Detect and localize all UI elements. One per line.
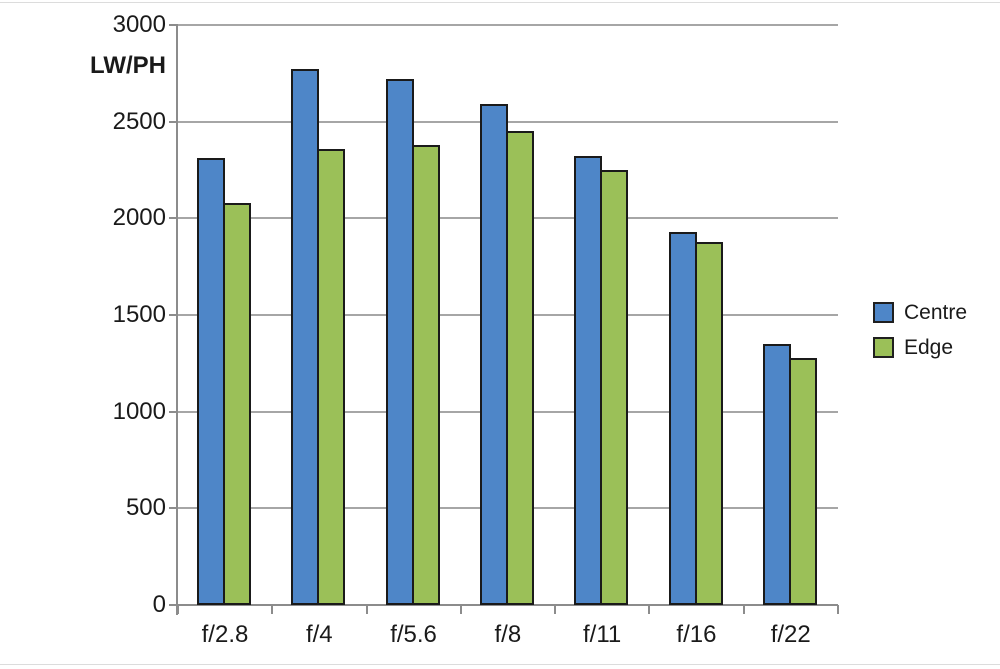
x-tick-label-f28: f/2.8 [201,621,249,648]
y-tick-label-500: 500 [125,494,166,522]
bar-centre-f28 [197,158,226,605]
bar-edge-f4 [317,148,346,605]
y-tick-label-0: 0 [152,591,166,618]
y-tick-label-1500: 1500 [112,301,166,328]
y-tick-2500 [169,120,178,123]
legend-label-edge: Edge [904,336,954,359]
y-tick-1500 [169,314,178,316]
bar-centre-f22 [762,344,791,605]
x-tick-4 [554,605,557,614]
x-tick-label-f4: f/4 [305,621,333,648]
legend-item-centre: Centre [873,302,967,323]
page-bottom-divider [0,664,1000,665]
legend: Centre Edge [873,302,967,372]
x-tick-7 [837,605,839,614]
gridline-y-0 [178,604,838,606]
x-tick-label-f11: f/11 [583,621,622,648]
x-tick-label-f8: f/8 [494,621,522,648]
x-tick-6 [742,605,745,614]
y-tick-label-2000: 2000 [112,204,166,232]
bar-centre-f56 [385,79,414,605]
bar-centre-f8 [480,104,508,605]
x-tick-5 [648,605,651,614]
y-tick-1000 [169,410,178,413]
y-tick-2000 [169,217,178,220]
legend-label-centre: Centre [904,301,968,324]
x-tick-1 [271,605,274,614]
bar-centre-f16 [668,231,697,605]
y-tick-3000 [169,24,178,26]
x-tick-2 [365,605,368,614]
page-top-divider [0,2,1000,3]
legend-swatch-centre-icon [873,302,894,323]
legend-swatch-edge-icon [873,337,894,358]
y-tick-label-1000: 1000 [112,397,166,425]
y-axis-line [176,25,178,615]
gridline-y-2500 [178,120,838,123]
bar-edge-f22 [788,357,817,605]
y-axis-title: LW/PH [90,52,166,79]
y-tick-label-3000: 3000 [112,11,166,38]
bar-centre-f4 [291,69,320,605]
x-tick-0 [177,605,179,614]
bar-centre-f11 [574,156,603,605]
x-tick-label-f16: f/16 [676,621,717,648]
y-tick-label-2500: 2500 [112,107,166,135]
bar-edge-f11 [600,170,629,605]
bar-edge-f56 [411,144,440,605]
bar-edge-f8 [506,131,534,605]
y-tick-0 [169,604,178,606]
x-tick-label-f22: f/22 [770,621,811,648]
y-tick-500 [169,507,178,510]
bar-edge-f16 [694,241,723,605]
gridline-y-3000 [178,24,838,26]
x-tick-3 [459,605,462,614]
legend-item-edge: Edge [873,337,967,358]
bar-edge-f28 [223,202,252,605]
x-tick-label-f56: f/5.6 [390,621,437,648]
